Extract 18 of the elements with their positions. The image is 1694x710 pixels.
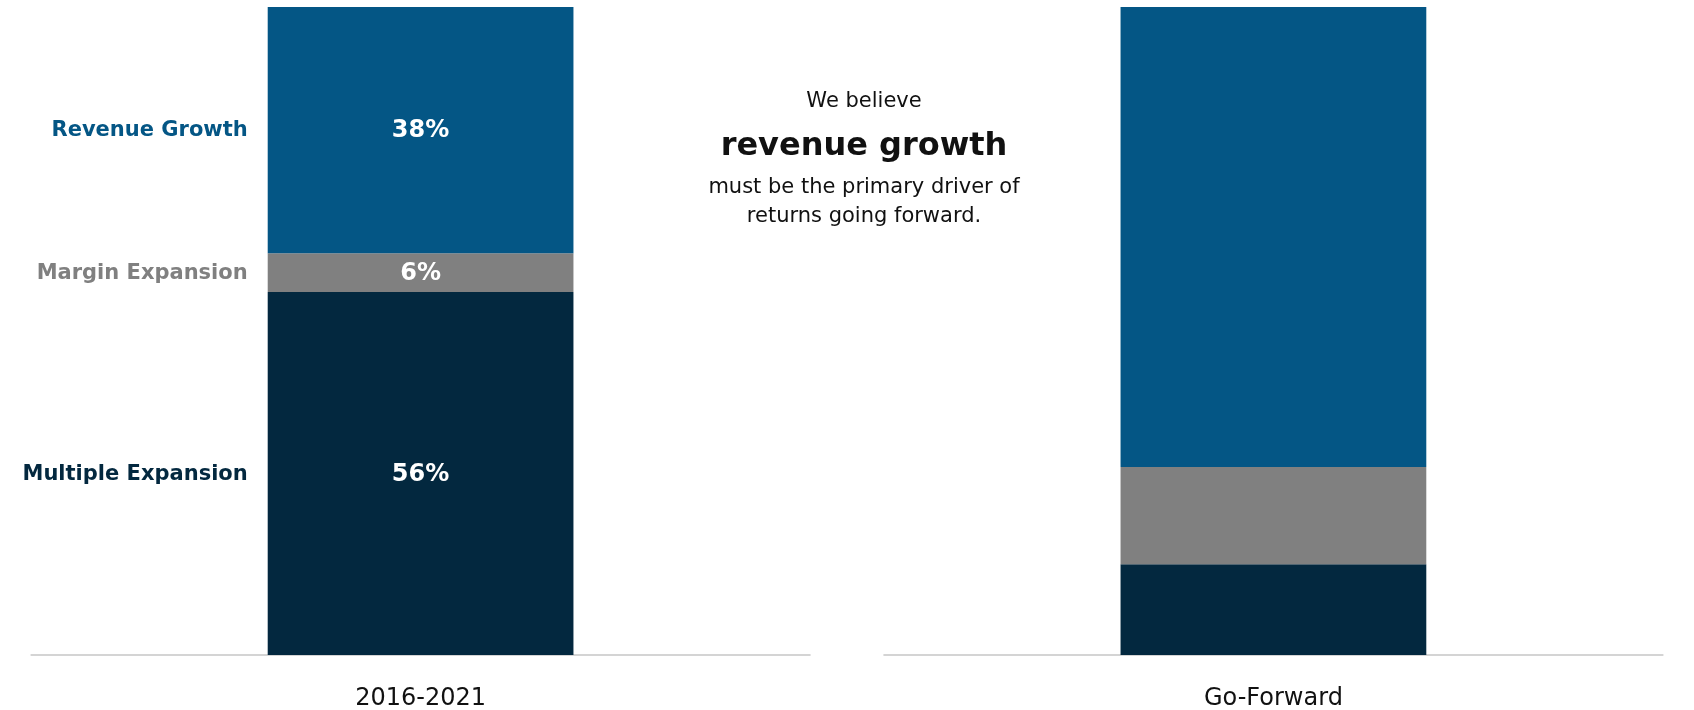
series-label: Margin Expansion xyxy=(36,259,248,284)
bar xyxy=(1120,467,1427,565)
data-label: 6% xyxy=(400,257,441,286)
annotation: must be the primary driver of xyxy=(708,174,1021,198)
data-label: 56% xyxy=(391,458,450,487)
series-label: Revenue Growth xyxy=(51,117,248,142)
series-label: Multiple Expansion xyxy=(22,460,248,485)
bar xyxy=(1120,7,1427,468)
data-label: 38% xyxy=(391,115,450,144)
annotation: revenue growth xyxy=(720,125,1008,163)
bar xyxy=(267,292,574,655)
bar xyxy=(1120,564,1427,655)
bar xyxy=(267,7,574,254)
annotation: returns going forward. xyxy=(746,203,982,227)
annotation: We believe xyxy=(806,88,922,112)
x-tick-label: 2016-2021 xyxy=(355,682,486,710)
bar xyxy=(267,253,574,293)
x-tick-label: Go-Forward xyxy=(1203,682,1343,710)
